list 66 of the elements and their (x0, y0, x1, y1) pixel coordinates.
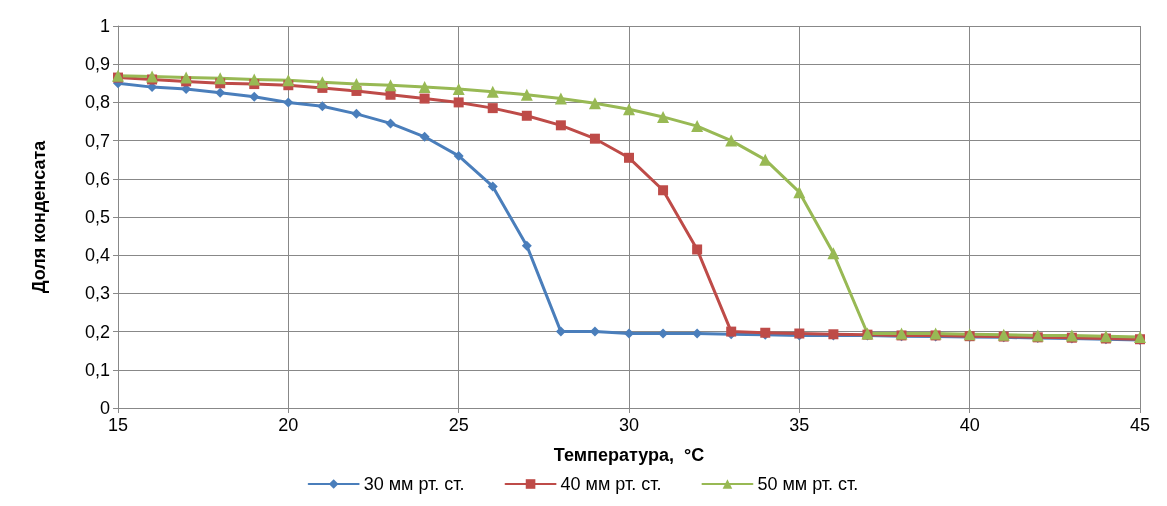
y-tick-label: 0,8 (84, 92, 110, 113)
point (452, 83, 465, 96)
y-tick-label: 0,3 (84, 283, 110, 304)
point (453, 97, 464, 108)
point (624, 152, 634, 163)
point (385, 118, 396, 129)
point (419, 93, 430, 104)
point (418, 81, 431, 94)
point (589, 133, 600, 144)
point (554, 92, 567, 105)
point (146, 70, 159, 83)
y-tick-label: 0 (99, 398, 110, 418)
y-axis-title: Доля конденсата (29, 139, 49, 294)
point (725, 134, 738, 147)
point (658, 185, 669, 196)
point (419, 131, 430, 142)
point (623, 103, 635, 116)
point (180, 71, 193, 84)
point (521, 110, 532, 121)
point (691, 120, 704, 133)
y-tick-label: 0,4 (84, 245, 110, 266)
point (453, 150, 464, 161)
x-tick-label: 35 (789, 415, 810, 435)
legend-label: 50 мм рт. ст. (757, 474, 859, 494)
x-axis-title: Температура, °C (553, 445, 705, 465)
point (520, 88, 533, 101)
point (827, 247, 840, 260)
point (1134, 330, 1146, 343)
point (521, 240, 532, 251)
point (282, 74, 295, 87)
y-tick-label: 1 (99, 16, 110, 36)
x-tick-label: 20 (278, 415, 299, 435)
point (249, 91, 260, 102)
point (215, 87, 226, 98)
point (214, 72, 227, 85)
point (486, 85, 499, 98)
point (283, 97, 294, 108)
x-tick-label: 45 (1129, 415, 1151, 435)
point (248, 73, 261, 86)
point (692, 244, 703, 255)
point (555, 326, 566, 337)
point (588, 97, 601, 110)
y-tick-label: 0,2 (84, 321, 110, 342)
point (793, 186, 806, 199)
point (317, 101, 328, 112)
y-tick-label: 0,9 (84, 54, 110, 75)
point (555, 120, 566, 131)
y-tick-label: 0,1 (84, 359, 110, 380)
point (384, 79, 397, 92)
point (351, 108, 362, 119)
x-tick-label: 15 (107, 415, 129, 435)
point (624, 328, 634, 339)
x-tick-label: 25 (448, 415, 469, 435)
y-tick-label: 0,7 (84, 130, 110, 151)
x-tick-label: 30 (618, 415, 640, 435)
x-tick-label: 40 (959, 415, 980, 435)
point (657, 110, 670, 123)
legend-label: 40 мм рт. ст. (560, 474, 662, 494)
y-tick-label: 0,5 (84, 207, 110, 227)
legend-label: 30 мм рт. ст. (363, 474, 465, 494)
point (487, 181, 498, 192)
point (385, 89, 396, 100)
point (316, 76, 329, 89)
point (350, 78, 363, 91)
y-tick-label: 0,6 (84, 168, 110, 189)
point (487, 103, 498, 114)
